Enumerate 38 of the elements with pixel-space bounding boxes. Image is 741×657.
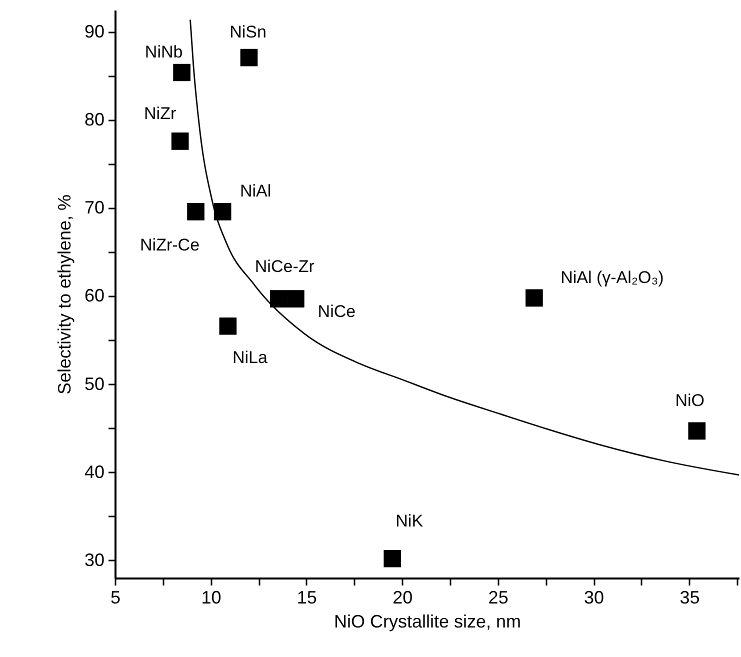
point — [287, 290, 304, 308]
annotation: NiAl — [240, 182, 272, 201]
y-axis-title: Selectivity to ethylene, % — [54, 194, 74, 395]
x-tick-label: 5 — [110, 588, 121, 608]
x-tick-label: 30 — [584, 588, 604, 608]
point — [688, 422, 706, 440]
y-tick-label: 30 — [84, 550, 104, 570]
x-tick-label: 25 — [488, 588, 508, 608]
point — [171, 132, 189, 150]
point — [214, 203, 232, 220]
y-tick-label: 40 — [84, 462, 104, 482]
annotation: NiK — [396, 512, 424, 531]
annotation: NiCe-Zr — [254, 256, 315, 276]
annotation: NiAl (γ-Al₂O₃) — [560, 268, 664, 287]
y-tick-label: 60 — [84, 286, 104, 306]
point — [270, 290, 288, 308]
x-tick-label: 10 — [201, 588, 222, 608]
point — [240, 48, 258, 66]
y-tick-label: 80 — [84, 110, 104, 130]
y-tick-label: 50 — [84, 374, 104, 394]
annotation: NiZr-Ce — [140, 236, 200, 255]
y-tick-label: 70 — [84, 198, 104, 218]
annotation: NiCe — [318, 302, 356, 321]
point — [526, 289, 543, 307]
x-axis-title: NiO Crystallite size, nm — [334, 612, 522, 632]
annotation: NiNb — [144, 42, 183, 62]
point — [173, 64, 190, 82]
annotation: NiSn — [230, 22, 266, 42]
point — [187, 203, 204, 220]
x-tick-label: 35 — [680, 588, 700, 608]
annotation: NiLa — [232, 348, 268, 368]
point — [219, 317, 237, 335]
annotation: NiO — [675, 390, 705, 410]
x-tick-label: 15 — [296, 588, 317, 608]
annotation: NiZr — [144, 104, 176, 124]
y-tick-label: 90 — [84, 22, 104, 42]
point — [384, 550, 402, 568]
x-tick-label: 20 — [392, 588, 413, 608]
